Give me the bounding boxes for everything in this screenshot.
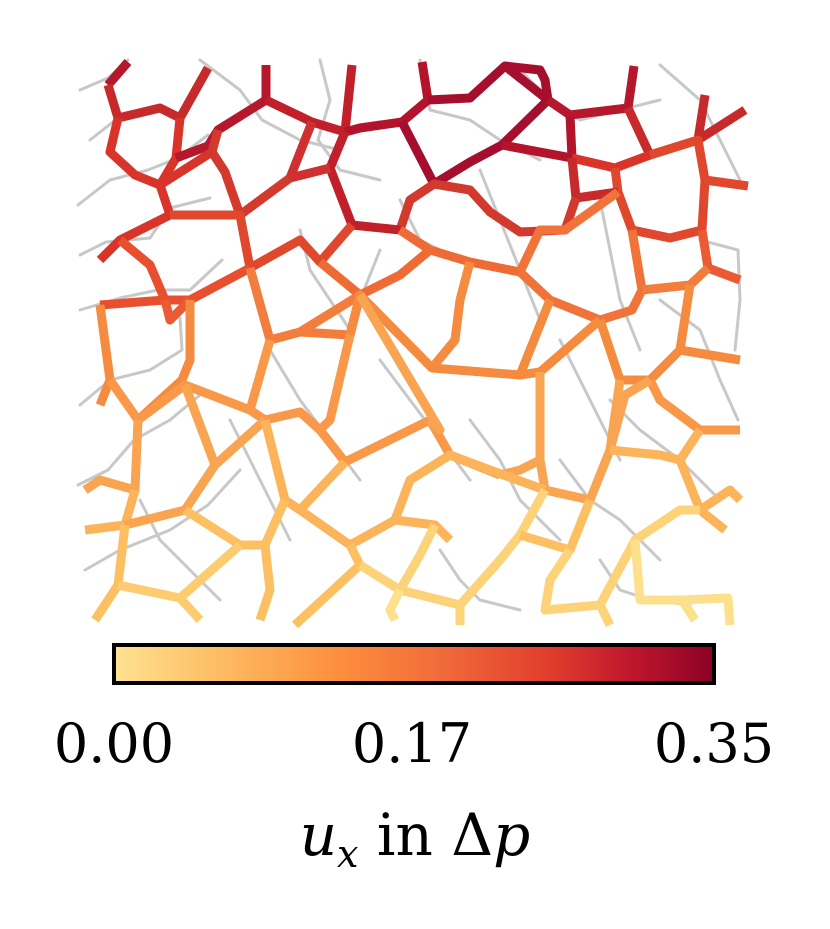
reference-edge [316,58,382,182]
network-edge [105,116,185,190]
network-edge [104,59,132,88]
network-edge [693,94,710,141]
network-edge [264,64,357,137]
network-edge [675,458,744,515]
colorbar-tick-1: 0.17 [352,712,472,775]
network-edge [255,544,275,622]
network-edge [96,183,175,264]
network-edge [605,376,653,452]
network-edge [397,226,433,254]
title-delta: Δ [451,801,493,869]
network-edge [315,333,502,480]
network-edge [123,383,220,530]
network-edge [396,522,440,593]
deformed-network [82,59,749,629]
network-edge [595,602,615,628]
network-edge [177,541,243,602]
network-edge [609,427,704,465]
title-mid: in [358,801,451,869]
network-edge [174,65,271,163]
network-edge [385,587,405,623]
network-edge [207,128,293,220]
reference-edge [598,198,642,352]
network-edge [157,148,215,189]
network-edge [245,338,324,434]
network-edge [648,135,749,191]
network-edge [540,505,700,615]
network-edge [398,61,553,189]
network-edge [357,487,549,610]
network-edge [91,524,130,623]
title-sub: x [337,832,358,876]
reference-edge [78,316,184,407]
network-edge [160,296,194,325]
network-edge [630,539,699,623]
network-edge [645,377,740,435]
network-edge [317,245,521,300]
network-edge [498,372,545,480]
network-edge [641,264,712,295]
network-edge [106,377,252,425]
network-edge [535,379,625,505]
title-p: p [493,801,530,869]
reference-edge [83,468,242,572]
network-edge [103,65,212,123]
colorbar-tick-2: 0.35 [654,712,774,775]
network-edge [245,266,365,345]
network-edge [679,345,741,365]
network-edge [502,62,551,104]
title-var: u [300,801,337,869]
network-edge [95,304,115,407]
reference-edge [198,58,342,152]
network-edge [260,418,349,515]
network-edge [291,542,365,629]
network-edge [595,284,695,385]
network-edge [182,498,290,550]
network-edge [211,416,269,469]
network-edge [99,236,170,310]
network-edge [356,292,445,435]
reference-edge [658,63,742,182]
network-edge [681,593,735,626]
colorbar: 0.00 0.17 0.35 ux in Δp [54,643,774,876]
network-edge [82,419,143,495]
colorbar-gradient [112,643,716,685]
reference-edge [78,196,212,257]
network-edge [515,188,621,274]
colorbar-title: ux in Δp [300,801,531,876]
network-edge [697,506,728,534]
network-edge [570,150,652,173]
reference-edge [478,168,542,322]
network-edge [610,167,710,243]
network-edge [390,450,547,522]
network-edge [170,210,356,273]
network-edge [325,130,401,235]
network-edge [343,61,433,137]
network-edge [516,229,647,325]
network-edge [428,260,475,371]
colorbar-tick-0: 0.00 [54,712,174,775]
network-edge [545,65,639,120]
reference-edge [608,398,722,502]
